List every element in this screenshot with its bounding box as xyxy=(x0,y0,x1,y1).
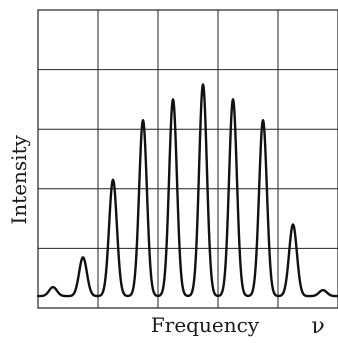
series-line-0 xyxy=(38,85,338,297)
x-axis-symbol: ν xyxy=(311,314,324,338)
x-axis-label: Frequency xyxy=(151,313,260,337)
plot-frame xyxy=(38,10,338,308)
grid xyxy=(38,10,338,308)
series-layer xyxy=(38,84,338,296)
y-axis-label: Intensity xyxy=(7,134,31,224)
